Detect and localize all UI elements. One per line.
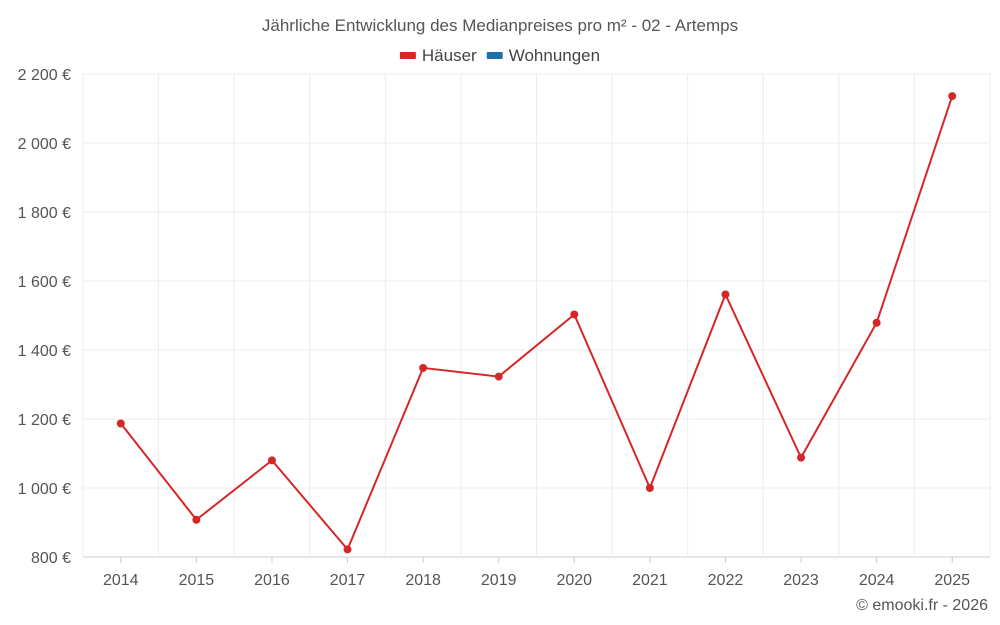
data-point[interactable] — [494, 372, 503, 381]
x-tick-label: 2021 — [632, 572, 668, 589]
data-point[interactable] — [192, 515, 201, 524]
data-point[interactable] — [797, 453, 806, 462]
data-point[interactable] — [116, 419, 125, 428]
y-tick-label: 2 000 € — [18, 136, 71, 153]
data-point[interactable] — [721, 290, 730, 299]
legend-item-1[interactable]: Wohnungen — [486, 46, 600, 65]
x-axis: 2014 2015 2016 2017 2018 2019 2020 2021 2022 2023… — [103, 557, 970, 589]
x-tick-label: 2022 — [708, 572, 744, 589]
x-tick-label: 2020 — [556, 572, 592, 589]
data-point[interactable] — [570, 310, 579, 319]
y-tick-label: 800 € — [31, 550, 71, 567]
x-tick-label: 2025 — [934, 572, 970, 589]
data-point[interactable] — [343, 545, 352, 554]
x-tick-label: 2019 — [481, 572, 517, 589]
legend-label: Häuser — [422, 46, 477, 65]
y-tick-label: 1 200 € — [18, 412, 71, 429]
legend-label: Wohnungen — [509, 46, 600, 65]
x-tick-label: 2017 — [330, 572, 366, 589]
data-point[interactable] — [948, 92, 957, 101]
grid — [82, 73, 991, 558]
data-point[interactable] — [419, 363, 428, 372]
x-tick-label: 2023 — [783, 572, 819, 589]
data-point[interactable] — [645, 484, 654, 492]
series-line-0 — [120, 95, 954, 552]
x-tick-label: 2018 — [405, 572, 441, 589]
legend-swatch — [399, 52, 416, 59]
y-axis: 800 € 1 000 € 1 200 € 1 400 € 1 600 € 1 800 €… — [18, 67, 71, 567]
series-layer — [116, 92, 957, 554]
x-tick-label: 2024 — [859, 572, 895, 589]
y-tick-label: 2 200 € — [18, 67, 71, 84]
chart-title: Jährliche Entwicklung des Medianpreises … — [262, 16, 738, 35]
data-point[interactable] — [872, 318, 881, 327]
y-tick-label: 1 400 € — [18, 343, 71, 360]
x-tick-label: 2014 — [103, 572, 139, 589]
y-tick-label: 1 600 € — [18, 274, 71, 291]
credit: © emooki.fr - 2026 — [856, 597, 988, 614]
x-tick-label: 2015 — [179, 572, 215, 589]
y-tick-label: 1 800 € — [18, 205, 71, 222]
y-tick-label: 1 000 € — [18, 481, 71, 498]
data-point[interactable] — [267, 456, 276, 465]
legend: Häuser Wohnungen — [399, 46, 600, 65]
legend-swatch — [486, 52, 503, 59]
x-tick-label: 2016 — [254, 572, 290, 589]
legend-item-0[interactable]: Häuser — [399, 46, 477, 65]
